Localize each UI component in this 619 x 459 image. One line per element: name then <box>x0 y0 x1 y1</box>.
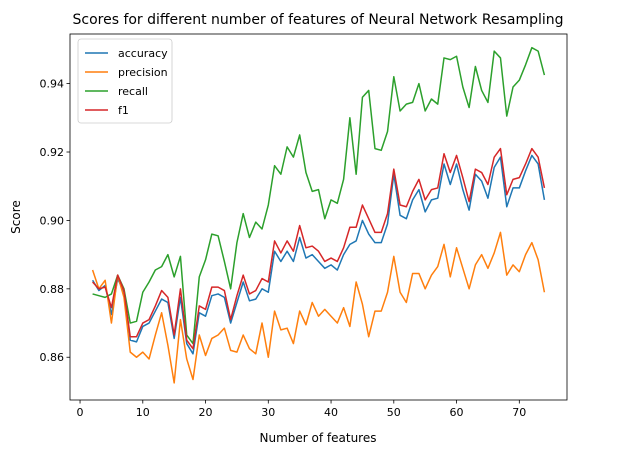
y-tick-label: 0.88 <box>40 283 65 296</box>
y-axis-label: Score <box>9 200 23 234</box>
y-axis: 0.86 0.88 0.90 0.92 0.94 <box>40 78 70 364</box>
series-line-accuracy <box>91 154 546 355</box>
plot-area-frame <box>69 33 568 401</box>
series-line-f1 <box>92 147 546 350</box>
legend-label-recall: recall <box>118 85 148 98</box>
x-tick-label: 60 <box>450 406 464 419</box>
legend-label-accuracy: accuracy <box>118 47 168 60</box>
legend-box <box>77 38 173 124</box>
x-tick-label: 50 <box>387 406 401 419</box>
y-tick-label: 0.86 <box>40 351 65 364</box>
x-tick-label: 40 <box>324 406 338 419</box>
y-tick-label: 0.90 <box>40 214 65 227</box>
x-tick-label: 0 <box>77 406 84 419</box>
series-line-recall <box>92 46 546 345</box>
chart-title: Scores for different number of features … <box>72 12 563 28</box>
x-tick-label: 20 <box>199 406 213 419</box>
y-tick-label: 0.94 <box>40 78 65 91</box>
x-tick-label: 30 <box>261 406 275 419</box>
x-tick-label: 70 <box>512 406 526 419</box>
series-layer <box>91 46 546 384</box>
series-line-precision <box>91 231 546 384</box>
y-tick-label: 0.92 <box>40 146 65 159</box>
x-axis: 0 10 20 30 40 50 60 70 <box>77 400 526 419</box>
legend: accuracy precision recall f1 <box>77 38 173 124</box>
legend-label-f1: f1 <box>118 104 129 117</box>
x-axis-label: Number of features <box>260 431 377 445</box>
x-tick-label: 10 <box>136 406 150 419</box>
legend-label-precision: precision <box>118 66 168 79</box>
